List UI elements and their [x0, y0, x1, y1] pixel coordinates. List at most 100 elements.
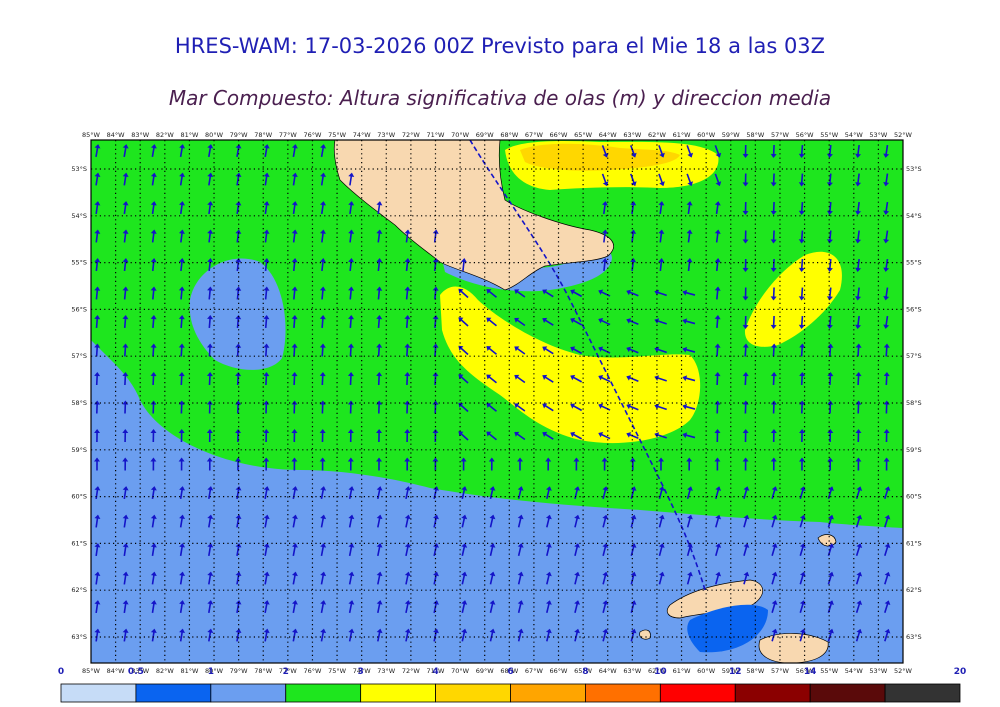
wave-direction-arrow	[320, 571, 327, 585]
wave-direction-arrow	[432, 286, 439, 300]
wave-direction-arrow	[263, 172, 270, 186]
wave-direction-arrow	[179, 600, 186, 614]
wave-direction-arrow	[517, 486, 524, 500]
wave-direction-arrow	[884, 543, 891, 556]
wave-direction-arrow	[598, 375, 611, 383]
wave-direction-arrow	[348, 258, 355, 272]
wave-direction-arrow	[714, 457, 721, 471]
latitude-label: 54°S	[71, 212, 87, 220]
wave-direction-arrow	[514, 289, 526, 298]
wave-direction-arrow	[348, 600, 355, 614]
latitude-label: 53°S	[906, 165, 922, 173]
latitude-label: 54°S	[906, 212, 922, 220]
wave-direction-arrow	[122, 258, 129, 272]
wave-direction-arrow	[460, 457, 467, 471]
map-subtitle: Mar Compuesto: Altura significativa de o…	[168, 86, 832, 110]
wave-direction-arrow	[291, 286, 298, 300]
wave-direction-arrow	[461, 486, 468, 500]
colorbar-label: 3	[357, 667, 364, 677]
wave-direction-arrow	[715, 543, 722, 556]
wave-direction-arrow	[320, 600, 327, 614]
wave-direction-arrow	[432, 400, 439, 414]
latitude-label: 61°S	[906, 539, 922, 547]
latitude-label: 57°S	[71, 352, 87, 360]
wave-direction-arrow	[658, 514, 665, 528]
wave-direction-arrow	[207, 286, 214, 300]
wave-direction-arrow	[826, 144, 833, 158]
wave-direction-arrow	[883, 173, 890, 187]
wave-direction-arrow	[883, 230, 890, 244]
wave-direction-arrow	[376, 286, 383, 300]
wave-direction-arrow	[207, 144, 214, 158]
longitude-label: 64°W	[599, 667, 618, 675]
wave-direction-arrow	[517, 514, 524, 528]
wave-direction-arrow	[799, 372, 806, 386]
wave-direction-arrow	[855, 457, 862, 471]
wave-direction-arrow	[179, 144, 186, 158]
wave-direction-arrow	[461, 514, 468, 528]
wave-direction-arrow	[486, 431, 497, 441]
wave-direction-arrow	[291, 571, 298, 585]
longitude-label: 60°W	[697, 667, 716, 675]
wave-direction-arrow	[122, 286, 129, 300]
wave-direction-arrow	[488, 457, 495, 471]
wave-direction-arrow	[461, 600, 468, 614]
wave-direction-arrow	[883, 457, 890, 471]
longitude-label: 71°W	[427, 667, 446, 675]
longitude-label: 66°W	[550, 131, 569, 139]
wave-direction-arrow	[654, 403, 667, 411]
wave-direction-arrow	[347, 343, 354, 357]
latitude-label: 56°S	[906, 305, 922, 313]
wave-direction-arrow	[799, 600, 806, 613]
wave-direction-arrow	[94, 600, 101, 614]
wave-direction-arrow	[826, 230, 833, 244]
longitude-label: 70°W	[451, 667, 470, 675]
colorbar	[60, 683, 961, 703]
wave-direction-arrow	[658, 229, 665, 243]
wave-direction-arrow	[291, 144, 298, 158]
wave-direction-arrow	[404, 286, 411, 300]
land-tierra-del-fuego	[333, 140, 614, 291]
wave-direction-arrow	[178, 429, 185, 443]
wave-direction-arrow	[714, 173, 722, 187]
wave-direction-arrow	[743, 486, 750, 499]
wave-direction-arrow	[263, 201, 270, 215]
longitude-label: 69°W	[476, 131, 495, 139]
wave-direction-arrow	[94, 628, 101, 642]
wave-direction-arrow	[855, 372, 862, 386]
latitude-label: 60°S	[906, 493, 922, 501]
sea-gold-zone-north	[520, 143, 680, 171]
wave-direction-arrow	[602, 514, 609, 528]
wave-direction-arrow	[686, 145, 694, 158]
wave-direction-arrow	[799, 628, 806, 642]
wave-direction-arrow	[626, 289, 639, 297]
wave-direction-arrow	[798, 201, 805, 215]
wave-direction-arrow	[570, 374, 583, 383]
wave-direction-arrow	[770, 258, 777, 272]
wave-direction-arrow	[682, 346, 696, 353]
forecast-track-line	[469, 140, 706, 591]
wave-direction-arrow	[771, 543, 778, 556]
wave-direction-arrow	[598, 318, 611, 326]
longitude-label: 55°W	[820, 667, 839, 675]
longitude-label: 77°W	[279, 667, 298, 675]
wave-direction-arrow	[122, 343, 129, 357]
wave-direction-arrow	[573, 457, 580, 471]
wave-direction-arrow	[207, 571, 214, 585]
wave-direction-arrow	[770, 457, 777, 471]
wave-direction-arrow	[432, 343, 439, 357]
wave-direction-arrow	[94, 543, 101, 557]
wave-direction-arrow	[715, 514, 722, 528]
wave-direction-arrow	[489, 486, 496, 500]
wave-direction-arrow	[626, 375, 639, 382]
wave-direction-arrows	[94, 144, 891, 642]
colorbar-segment	[60, 683, 137, 703]
wave-direction-arrow	[94, 144, 101, 158]
wave-direction-arrow	[94, 315, 101, 329]
longitude-label: 79°W	[230, 131, 249, 139]
wave-direction-arrow	[150, 600, 157, 614]
wave-direction-arrow	[122, 315, 129, 329]
wave-direction-arrow	[122, 600, 129, 614]
wave-direction-arrow	[855, 571, 863, 585]
wave-direction-arrow	[742, 315, 749, 329]
